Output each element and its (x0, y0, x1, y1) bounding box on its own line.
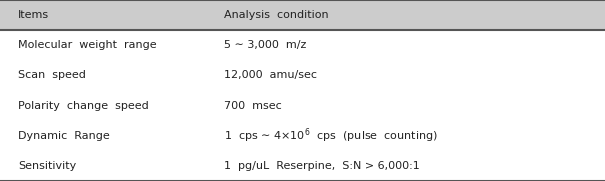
Bar (0, 30, 605, 60)
Text: Molecular  weight  range: Molecular weight range (18, 40, 157, 50)
Text: 700  msec: 700 msec (224, 101, 281, 111)
Text: 1  pg/uL  Reserpine,  S:N > 6,000:1: 1 pg/uL Reserpine, S:N > 6,000:1 (224, 161, 420, 171)
Text: Scan  speed: Scan speed (18, 70, 86, 80)
Text: Analysis  condition: Analysis condition (224, 10, 329, 20)
Bar (0, 90, 605, 121)
Text: Items: Items (18, 10, 49, 20)
Bar (0, 151, 605, 181)
Text: 5 ∼ 3,000  m/z: 5 ∼ 3,000 m/z (224, 40, 306, 50)
Text: 12,000  amu/sec: 12,000 amu/sec (224, 70, 317, 80)
Text: Dynamic  Range: Dynamic Range (18, 131, 110, 141)
Bar (0, 60, 605, 90)
Text: Polarity  change  speed: Polarity change speed (18, 101, 149, 111)
Bar (0, 0, 605, 30)
Text: 1  cps ∼ 4×10$^6$  cps  (pulse  counting): 1 cps ∼ 4×10$^6$ cps (pulse counting) (224, 127, 437, 145)
Text: Sensitivity: Sensitivity (18, 161, 76, 171)
Bar (0, 121, 605, 151)
